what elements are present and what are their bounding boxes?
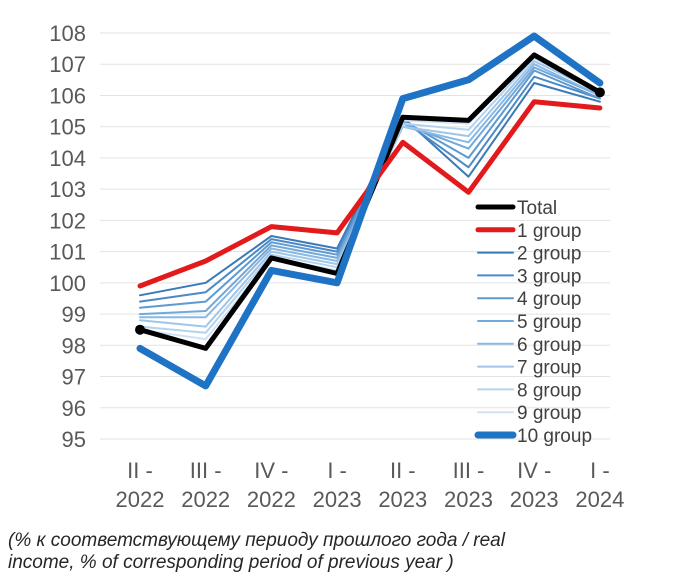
x-tick-label: IV - xyxy=(517,458,551,483)
x-tick-label: I - xyxy=(590,458,610,483)
y-tick-label: 104 xyxy=(49,146,86,171)
caption-line-1: (% к соответствующему периоду прошлого г… xyxy=(8,530,505,551)
x-tick-label: I - xyxy=(327,458,347,483)
chart-caption: (% к соответствующему периоду прошлого г… xyxy=(8,530,668,574)
y-tick-label: 108 xyxy=(49,21,86,46)
y-tick-label: 101 xyxy=(49,240,86,265)
legend-label: 4 group xyxy=(517,289,581,310)
y-tick-label: 102 xyxy=(49,208,86,233)
x-tick-label: III - xyxy=(453,458,485,483)
y-tick-label: 95 xyxy=(62,427,86,452)
x-tick-label: 2023 xyxy=(444,487,493,512)
legend-label: 8 group xyxy=(517,380,581,401)
x-tick-label: 2023 xyxy=(378,487,427,512)
x-tick-label: 2022 xyxy=(181,487,230,512)
legend-label: Total xyxy=(517,198,557,219)
legend-label: 1 group xyxy=(517,221,581,242)
total-end-marker xyxy=(135,324,145,335)
y-tick-label: 100 xyxy=(49,271,86,296)
x-tick-label: III - xyxy=(190,458,222,483)
x-tick-label: IV - xyxy=(254,458,288,483)
y-tick-label: 103 xyxy=(49,177,86,202)
y-tick-label: 99 xyxy=(62,302,86,327)
legend-label: 6 group xyxy=(517,335,581,356)
legend-label: 2 group xyxy=(517,244,581,265)
x-tick-label: 2022 xyxy=(247,487,296,512)
series-line-10-group xyxy=(136,32,604,390)
total-end-marker xyxy=(594,87,605,98)
x-tick-label: II - xyxy=(127,458,153,483)
legend-label: 9 group xyxy=(517,403,581,424)
caption-line-2: income, % of corresponding period of pre… xyxy=(8,552,454,573)
y-tick-label: 97 xyxy=(62,365,86,390)
y-tick-label: 107 xyxy=(49,52,86,77)
legend-label: 3 group xyxy=(517,266,581,287)
x-tick-label: 2022 xyxy=(116,487,165,512)
y-tick-label: 98 xyxy=(62,333,86,358)
y-tick-label: 96 xyxy=(62,396,86,421)
x-tick-label: 2023 xyxy=(313,487,362,512)
x-tick-label: II - xyxy=(390,458,416,483)
x-axis-ticks: II - 2022 III - 2022 IV - 2022 I - 2023 II - 2023… xyxy=(116,458,625,512)
y-axis-ticks: 95 96 97 98 99 100 101 102 103 104 105 106 107 108 xyxy=(49,21,86,452)
x-tick-label: 2024 xyxy=(575,487,624,512)
x-tick-label: 2023 xyxy=(510,487,559,512)
legend-label: 10 group xyxy=(517,426,592,447)
series-lines xyxy=(135,32,605,390)
legend-label: 5 group xyxy=(517,312,581,333)
y-tick-label: 106 xyxy=(49,83,86,108)
y-tick-label: 105 xyxy=(49,115,86,140)
legend-label: 7 group xyxy=(517,358,581,379)
